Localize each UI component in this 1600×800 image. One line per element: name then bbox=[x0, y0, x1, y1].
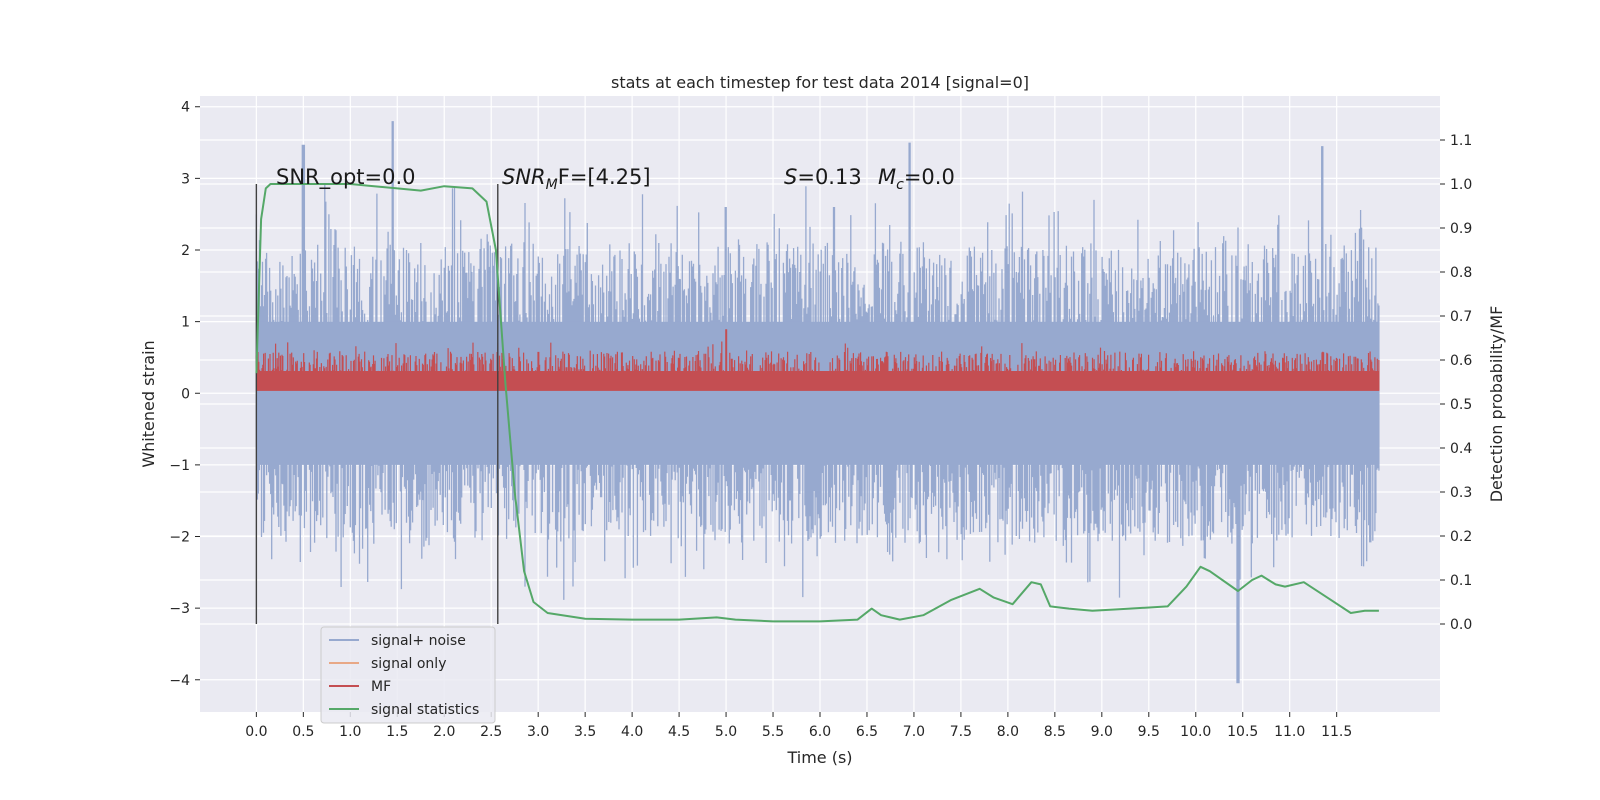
s-symbol: S bbox=[784, 165, 797, 189]
snr-mf-value: F=[4.25] bbox=[558, 165, 651, 189]
x-tick-label: 6.0 bbox=[809, 724, 831, 740]
snr-opt-annotation: SNR_opt=0.0 bbox=[276, 165, 416, 190]
x-tick-label: 2.5 bbox=[480, 724, 502, 740]
y-right-tick-label: 0.8 bbox=[1450, 265, 1472, 281]
legend-label-mf: MF bbox=[371, 679, 391, 695]
legend-label-signal-only: signal only bbox=[371, 656, 446, 672]
x-tick-label: 7.5 bbox=[950, 724, 972, 740]
snr-mf-subscript: M bbox=[546, 177, 558, 193]
y-right-tick-label: 0.5 bbox=[1450, 397, 1472, 413]
snr-mf-symbol: SNR bbox=[502, 165, 546, 189]
y-right-tick-label: 0.9 bbox=[1450, 221, 1472, 237]
y-left-tick-label: 0 bbox=[181, 386, 190, 402]
x-tick-label: 9.0 bbox=[1091, 724, 1113, 740]
y-left-tick-label: −4 bbox=[169, 673, 190, 689]
s-value: =0.13 bbox=[797, 165, 861, 189]
snr-mf-annotation: SNRMF=[4.25] bbox=[502, 165, 651, 193]
y-axis-label-left: Whitened strain bbox=[139, 340, 158, 467]
y-right-tick-label: 0.6 bbox=[1450, 353, 1472, 369]
y-left-tick-label: 1 bbox=[181, 315, 190, 331]
s-annotation: S=0.13 bbox=[784, 165, 862, 189]
series-layer bbox=[255, 121, 1380, 684]
x-tick-label: 1.5 bbox=[386, 724, 408, 740]
mc-value: =0.0 bbox=[904, 165, 955, 189]
x-tick-label: 1.0 bbox=[339, 724, 361, 740]
x-tick-label: 0.0 bbox=[245, 724, 267, 740]
x-axis-label: Time (s) bbox=[786, 748, 852, 767]
x-tick-label: 3.5 bbox=[574, 724, 596, 740]
y-left-tick-label: 3 bbox=[181, 171, 190, 187]
mf-core bbox=[256, 371, 1379, 391]
x-tick-label: 5.5 bbox=[762, 724, 784, 740]
x-tick-label: 0.5 bbox=[292, 724, 314, 740]
y-left-tick-label: −1 bbox=[169, 458, 190, 474]
mc-annotation: Mc=0.0 bbox=[878, 165, 955, 193]
y-left-tick-label: −3 bbox=[169, 601, 190, 617]
y-right-tick-label: 0.1 bbox=[1450, 573, 1472, 589]
x-tick-label: 3.0 bbox=[527, 724, 549, 740]
x-tick-label: 4.5 bbox=[668, 724, 690, 740]
x-tick-label: 4.0 bbox=[621, 724, 643, 740]
y-right-tick-label: 0.7 bbox=[1450, 309, 1472, 325]
y-left-tick-label: 2 bbox=[181, 243, 190, 259]
y-left-tick-label: −2 bbox=[169, 530, 190, 546]
legend: signal+ noise signal only MF signal stat… bbox=[320, 626, 496, 724]
legend-box bbox=[320, 626, 496, 724]
x-tick-label: 8.5 bbox=[1044, 724, 1066, 740]
x-tick-label: 2.0 bbox=[433, 724, 455, 740]
signal-statistics-series bbox=[255, 183, 1379, 623]
legend-label-signal-statistics: signal statistics bbox=[371, 702, 479, 718]
y-left-tick-label: 4 bbox=[181, 100, 190, 116]
y-right-tick-label: 1.0 bbox=[1450, 177, 1472, 193]
x-tick-label: 5.0 bbox=[715, 724, 737, 740]
ticks-layer: 0.0 0.5 1.0 1.5 2.0 2.5 3.0 3.5 4.0 4.5 5.0 5.5 6.0 6… bbox=[169, 100, 1472, 740]
x-tick-label: 8.0 bbox=[997, 724, 1019, 740]
y-right-tick-label: 0.0 bbox=[1450, 617, 1472, 633]
y-right-tick-label: 1.1 bbox=[1450, 133, 1472, 149]
mc-symbol: M bbox=[878, 165, 896, 189]
y-right-tick-label: 0.3 bbox=[1450, 485, 1472, 501]
x-tick-label: 6.5 bbox=[856, 724, 878, 740]
legend-label-signal-noise: signal+ noise bbox=[371, 633, 466, 649]
y-axis-label-right: Detection probability/MF bbox=[1487, 306, 1506, 503]
x-tick-label: 7.0 bbox=[903, 724, 925, 740]
x-tick-label: 10.0 bbox=[1180, 724, 1211, 740]
x-tick-label: 11.0 bbox=[1274, 724, 1305, 740]
signal-noise-core bbox=[256, 321, 1379, 465]
x-tick-label: 10.5 bbox=[1227, 724, 1258, 740]
chart-title: stats at each timestep for test data 201… bbox=[611, 73, 1029, 92]
x-tick-label: 11.5 bbox=[1321, 724, 1352, 740]
y-right-tick-label: 0.2 bbox=[1450, 529, 1472, 545]
y-right-tick-label: 0.4 bbox=[1450, 441, 1472, 457]
x-tick-label: 9.5 bbox=[1138, 724, 1160, 740]
mc-subscript: c bbox=[896, 177, 904, 193]
